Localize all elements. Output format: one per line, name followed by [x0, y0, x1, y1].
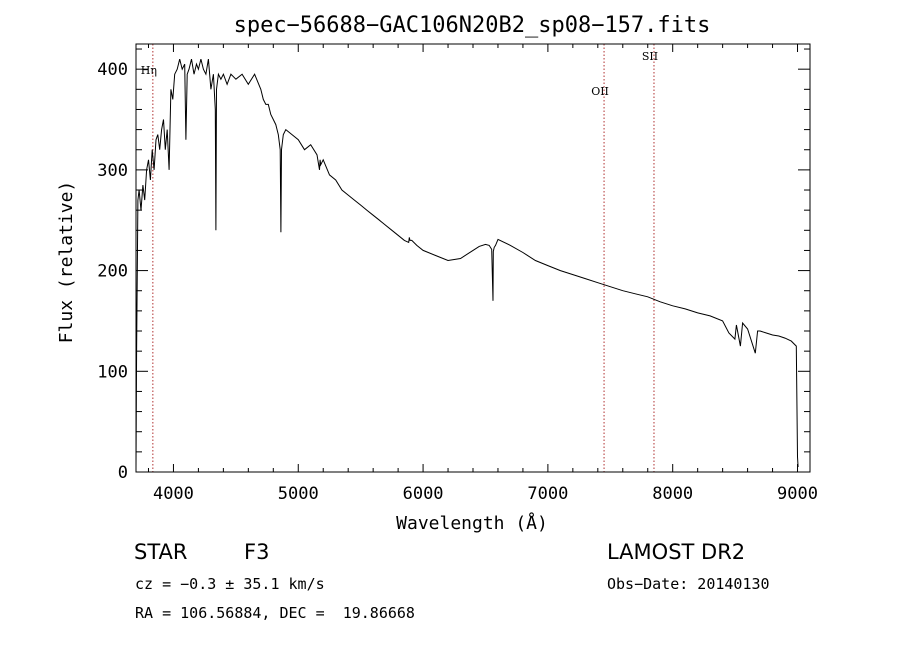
spectrum-series-line: [135, 58, 799, 468]
plot-frame: [135, 43, 811, 473]
sky-coordinates: RA = 106.56884, DEC = 19.86668: [135, 604, 415, 622]
line-marker-layer: Hη OII SII: [141, 44, 658, 472]
y-tick-label: 100: [97, 362, 128, 382]
x-axis-label: Wavelength (Å): [396, 512, 548, 534]
x-tick-label: 5000: [278, 484, 319, 504]
observation-date: Obs−Date: 20140130: [607, 575, 770, 593]
survey-name: LAMOST DR2: [607, 540, 746, 564]
x-tick-label: 8000: [652, 484, 693, 504]
x-tick-label: 6000: [403, 484, 444, 504]
line-marker-label: SII: [642, 50, 658, 63]
x-tick-label: 7000: [527, 484, 568, 504]
object-subclass: F3: [244, 540, 270, 564]
object-class: STAR: [134, 540, 188, 564]
x-tick-label: 9000: [777, 484, 818, 504]
y-tick-label: 300: [97, 161, 128, 181]
y-axis-label: Flux (relative): [56, 181, 77, 344]
x-tick-label: 4000: [153, 484, 194, 504]
line-marker-label: Hη: [141, 64, 157, 77]
y-tick-label: 200: [97, 262, 128, 282]
spectrum-chart: spec−56688−GAC106N20B2_sp08−157.fits Hη O…: [56, 13, 818, 534]
chart-title: spec−56688−GAC106N20B2_sp08−157.fits: [234, 13, 711, 38]
line-marker-label: OII: [591, 85, 609, 98]
axis-ticks: 4000 5000 6000 7000 8000 9000 0 100 200 300 400: [97, 44, 818, 504]
y-tick-label: 0: [118, 463, 128, 483]
y-tick-label: 400: [97, 60, 128, 80]
redshift-velocity: cz = −0.3 ± 35.1 km/s: [135, 575, 325, 593]
